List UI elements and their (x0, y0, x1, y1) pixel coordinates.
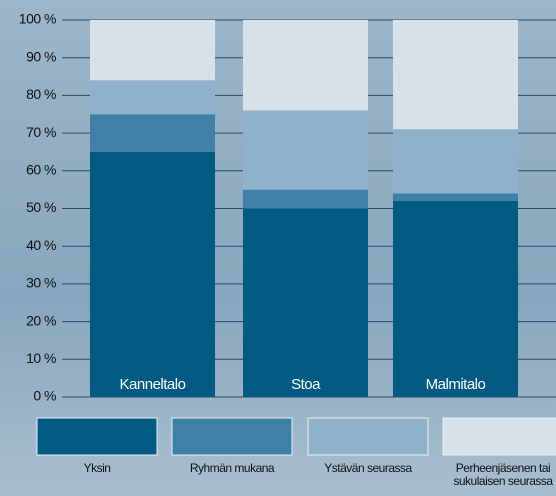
y-tick-label: 0 % (33, 388, 56, 404)
bar-segment (393, 129, 518, 194)
y-tick-label: 100 % (19, 11, 56, 27)
legend-swatch (307, 417, 429, 456)
x-tick-label: Malmitalo (426, 376, 486, 393)
x-tick-label: Stoa (291, 376, 321, 393)
y-tick-label: 10 % (26, 350, 56, 366)
bar-segment (243, 110, 368, 190)
legend-swatch (442, 417, 556, 456)
y-tick-label: 90 % (26, 48, 56, 64)
y-tick-label: 70 % (26, 124, 56, 140)
bar-segment (243, 189, 368, 209)
bar-segment (90, 20, 215, 81)
legend-label: Ystävän seurassa (324, 461, 412, 475)
legend-swatch (36, 417, 158, 456)
bar-segment (393, 200, 518, 397)
bar-segment (90, 114, 215, 152)
legend-swatch (171, 417, 293, 456)
y-tick-label: 80 % (26, 86, 56, 102)
y-tick-label: 50 % (26, 199, 56, 215)
x-tick-label: Kanneltalo (120, 376, 186, 393)
legend-label: Ryhmän mukana (189, 461, 275, 475)
y-tick-label: 20 % (26, 312, 56, 328)
y-tick-label: 60 % (26, 162, 56, 178)
bar-segment (90, 151, 215, 397)
legend-label: Perheenjäsenen tai sukulaisen seurassa (453, 461, 553, 488)
y-tick-label: 30 % (26, 275, 56, 291)
y-tick-label: 40 % (26, 237, 56, 253)
bar-segment (243, 208, 368, 397)
bar-segment (243, 20, 368, 111)
bar-segment (90, 80, 215, 115)
bar-segment (393, 193, 518, 201)
bar-segment (393, 20, 518, 130)
legend-label: Yksin (83, 461, 111, 475)
